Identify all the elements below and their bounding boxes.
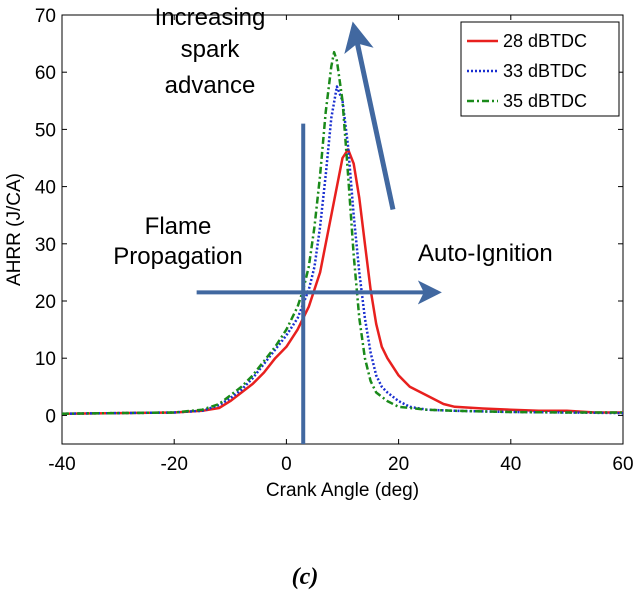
- figure-caption: (c): [292, 564, 319, 590]
- x-tick-label: 40: [500, 454, 521, 475]
- y-tick-label: 40: [35, 178, 56, 199]
- annotation-spark-advance: Increasing: [155, 4, 266, 31]
- annotation-spark-advance: advance: [165, 72, 256, 99]
- y-axis: 0 10 20 30 40 50 60 70: [35, 6, 623, 427]
- annotation-flame-propagation: Propagation: [113, 243, 242, 270]
- y-tick-label: 10: [35, 349, 56, 370]
- spark-advance-arrow: [344, 21, 396, 211]
- x-tick-label: -20: [160, 454, 187, 475]
- x-axis: -40 -20 0 20 40 60: [48, 15, 634, 475]
- y-axis-title: AHRR (J/CA): [4, 173, 25, 286]
- y-tick-label: 20: [35, 292, 56, 313]
- annotation-layer: Increasing spark advance Flame Propagation Au…: [113, 4, 553, 444]
- x-tick-label: 60: [612, 454, 633, 475]
- legend-label: 35 dBTDC: [503, 91, 587, 111]
- x-tick-label: -40: [48, 454, 75, 475]
- y-tick-label: 0: [45, 406, 56, 427]
- x-tick-label: 20: [388, 454, 409, 475]
- y-tick-label: 60: [35, 63, 56, 84]
- legend-label: 33 dBTDC: [503, 61, 587, 81]
- series-layer: [61, 50, 624, 415]
- annotation-flame-propagation: Flame: [145, 213, 212, 240]
- series-line-28-dbtdc: [61, 148, 623, 415]
- annotation-auto-ignition: Auto-Ignition: [418, 240, 553, 267]
- y-tick-label: 30: [35, 235, 56, 256]
- legend: 28 dBTDC 33 dBTDC 35 dBTDC: [460, 21, 620, 117]
- y-tick-label: 70: [35, 6, 56, 27]
- y-tick-label: 50: [35, 120, 56, 141]
- x-tick-label: 0: [281, 454, 292, 475]
- series-line-33-dbtdc: [61, 85, 624, 415]
- x-axis-title: Crank Angle (deg): [266, 480, 419, 501]
- plot-frame: [61, 14, 624, 445]
- legend-label: 28 dBTDC: [503, 31, 587, 51]
- annotation-spark-advance: spark: [181, 36, 241, 63]
